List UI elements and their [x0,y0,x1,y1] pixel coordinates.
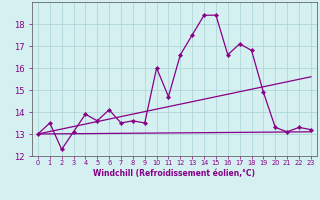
X-axis label: Windchill (Refroidissement éolien,°C): Windchill (Refroidissement éolien,°C) [93,169,255,178]
